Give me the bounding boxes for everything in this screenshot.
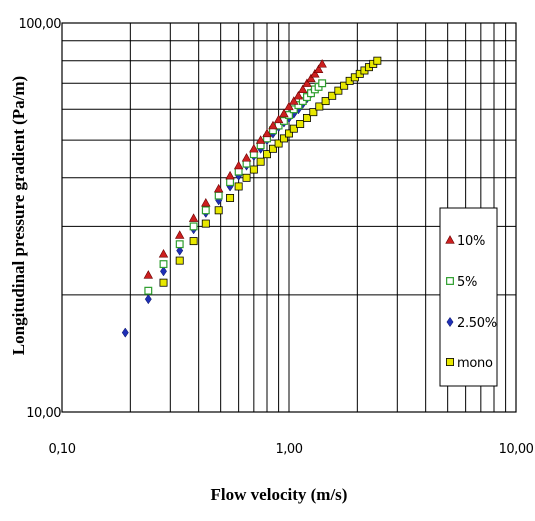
data-point — [268, 120, 278, 130]
data-point — [293, 90, 304, 100]
data-point — [285, 129, 293, 138]
data-point — [201, 219, 210, 228]
data-point — [373, 56, 382, 65]
data-point — [225, 170, 235, 180]
data-point — [249, 165, 258, 174]
data-point — [269, 144, 277, 153]
data-point — [309, 108, 318, 117]
legend-label: mono — [457, 356, 493, 371]
points-layer — [121, 56, 382, 338]
data-point — [310, 69, 320, 78]
legend-marker — [446, 358, 454, 366]
legend-label: 10% — [457, 234, 485, 249]
data-point — [159, 260, 168, 269]
data-point — [298, 97, 307, 106]
x-tick-label: 1,00 — [276, 442, 303, 457]
data-point — [289, 124, 298, 133]
data-point — [315, 102, 324, 111]
data-point — [188, 213, 199, 222]
y-axis-title: Longitudinal pressure gradient (Pa/m) — [9, 76, 28, 355]
data-point — [284, 101, 294, 111]
data-point — [143, 270, 154, 279]
data-point — [144, 294, 152, 305]
x-tick-label: 0,10 — [49, 442, 76, 457]
data-point — [262, 128, 272, 138]
data-point — [318, 79, 327, 88]
x-axis-title: Flow velocity (m/s) — [211, 485, 348, 504]
legend-marker — [446, 277, 454, 285]
data-point — [249, 143, 259, 153]
series-0 — [143, 59, 327, 279]
series-1 — [144, 79, 327, 295]
data-point — [241, 153, 252, 162]
data-point — [226, 193, 235, 202]
data-point — [255, 135, 266, 144]
legend-markers — [445, 235, 455, 366]
data-point — [340, 81, 349, 90]
data-point — [121, 327, 129, 338]
y-tick-label: 10,00 — [26, 406, 61, 421]
data-point — [213, 183, 224, 193]
data-point — [175, 240, 184, 249]
data-point — [242, 173, 251, 182]
legend-marker — [445, 235, 455, 244]
data-point — [214, 206, 223, 215]
data-point — [159, 278, 168, 287]
data-point — [334, 86, 343, 95]
data-point — [144, 286, 153, 295]
data-point — [274, 139, 283, 148]
data-point — [189, 222, 198, 231]
data-point — [256, 157, 265, 166]
data-point — [302, 78, 312, 87]
tick-layer: 0,10 1,00 10,00 10,00 100,00 — [19, 17, 535, 457]
data-point — [273, 114, 284, 124]
data-point — [234, 182, 243, 191]
data-point — [174, 230, 185, 239]
data-point — [263, 150, 271, 159]
data-point — [328, 91, 337, 100]
data-point — [303, 113, 311, 122]
data-point — [201, 206, 210, 215]
data-point — [313, 64, 324, 74]
data-point — [233, 160, 244, 170]
legend-label: 2.50% — [457, 316, 497, 331]
data-point — [175, 256, 184, 265]
data-point — [317, 59, 327, 68]
data-point — [279, 134, 288, 143]
legend-label: 5% — [457, 275, 477, 290]
legend: 10% 5% 2.50% mono — [439, 207, 498, 387]
series-3 — [159, 56, 382, 287]
data-point — [226, 178, 235, 187]
data-point — [294, 101, 303, 110]
data-point — [279, 108, 289, 118]
data-point — [321, 97, 330, 106]
x-tick-label: 10,00 — [499, 442, 534, 457]
data-point — [189, 237, 198, 246]
data-point — [298, 84, 308, 94]
data-point — [306, 73, 316, 83]
data-point — [176, 245, 184, 256]
data-point — [160, 266, 167, 277]
data-point — [201, 197, 211, 207]
data-point — [158, 249, 169, 258]
data-point — [296, 120, 305, 128]
legend-marker — [446, 316, 454, 328]
data-point — [289, 96, 299, 105]
plot-frame — [61, 22, 517, 413]
y-tick-label: 100,00 — [19, 17, 62, 32]
data-point — [214, 191, 223, 200]
